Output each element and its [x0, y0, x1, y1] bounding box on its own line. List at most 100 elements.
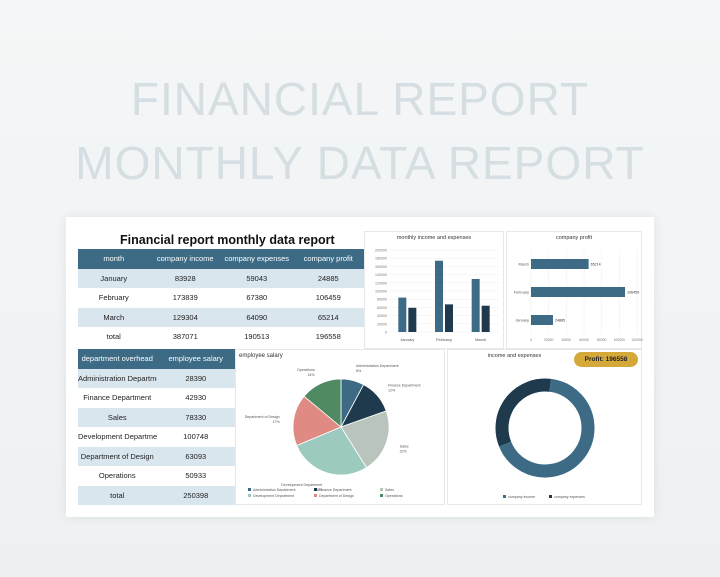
table-row: March 129304 64090 65214 — [78, 307, 364, 327]
table-header-row: department overhead employee salary — [78, 349, 235, 369]
y-tick-label: 100000 — [375, 290, 387, 294]
table-cell: 59043 — [221, 268, 293, 288]
bar — [481, 305, 490, 332]
data-label: 65214 — [591, 263, 601, 267]
employee-salary-chart-panel: employee salary Administration Departmen… — [235, 349, 445, 505]
table-cell: 173839 — [172, 293, 198, 303]
x-tick-label: 20000 — [544, 338, 554, 342]
column-header: company expenses — [221, 249, 293, 269]
legend-label: Finance Department — [319, 488, 352, 492]
pie-slice — [303, 378, 342, 428]
column-header: month — [78, 249, 150, 269]
table-cell: 106459 — [315, 293, 341, 303]
y-tick-label: January — [515, 319, 529, 323]
pie-slice — [340, 410, 390, 469]
table-cell: 78330 — [156, 407, 235, 427]
column-header: department overhead — [78, 349, 157, 369]
chart-title: monthly income and expenses — [396, 235, 472, 241]
table-cell: 190513 — [244, 332, 270, 342]
data-label: 106459 — [627, 291, 639, 295]
table-cell: 64090 — [221, 307, 293, 327]
monthly-data-table: month company income company expenses co… — [78, 249, 364, 347]
table-row: Operations 50933 — [78, 466, 235, 486]
x-tick-label: 40000 — [562, 338, 572, 342]
table-cell: January — [78, 268, 150, 288]
slice-label: Administration Department — [356, 364, 399, 368]
column-header: employee salary — [156, 349, 235, 369]
x-tick-label: 100000 — [614, 338, 625, 342]
hero-title: FINANCIAL REPORT MONTHLY DATA REPORT — [0, 70, 720, 192]
company-profit-bar-chart: 0 20000 40000 60000 80000 100000 120000 March 65… — [514, 250, 643, 342]
slice-label: Development Department — [281, 483, 322, 487]
y-tick-label: 20000 — [377, 322, 387, 326]
slice-percent-label: 22% — [400, 449, 408, 453]
slice-percent-label: 28% — [315, 488, 323, 492]
table-cell: total — [78, 485, 157, 505]
column-header: company income — [149, 249, 221, 269]
y-tick-label: 80000 — [377, 298, 387, 302]
legend-swatch — [248, 488, 251, 491]
company-profit-chart-panel: company profit 0 20000 40000 60000 80000 1000… — [506, 231, 643, 349]
legend-label: Administration Department — [253, 488, 296, 492]
table-cell: 387071 — [172, 332, 198, 342]
slice-percent-label: 12% — [388, 389, 396, 393]
x-tick-label: 80000 — [597, 338, 607, 342]
chart-title: company profit — [555, 235, 593, 241]
legend-label: Operations — [385, 494, 403, 498]
y-tick-label: 120000 — [375, 281, 387, 285]
table-cell: Development Department — [78, 432, 157, 442]
table-header-row: month company income company expenses co… — [78, 249, 364, 269]
bar — [531, 287, 626, 297]
table-row: Finance Department 42930 — [78, 388, 235, 408]
table-cell: 24885 — [292, 268, 364, 288]
table-cell: 100748 — [183, 432, 209, 442]
y-tick-label: March — [518, 263, 529, 267]
legend-swatch — [549, 495, 552, 498]
y-tick-label: 160000 — [375, 265, 387, 269]
table-row: total 250398 — [78, 485, 235, 505]
column-header: company profit — [292, 249, 364, 269]
legend-label: company income — [508, 495, 535, 499]
chart-title: employee salary — [239, 353, 283, 359]
x-tick-label: 0 — [530, 338, 532, 342]
income-expenses-donut-panel: income and expenses company income compan… — [447, 349, 642, 505]
slice-percent-label: 17% — [272, 420, 280, 424]
pie-slice — [292, 395, 342, 447]
income-expenses-donut-chart: company income company expenses — [495, 378, 595, 499]
hero-title-line1: FINANCIAL REPORT — [130, 73, 590, 125]
data-label: 24885 — [555, 319, 565, 323]
profit-badge: Profit: 196558 — [574, 352, 638, 367]
table-row: Sales 78330 — [78, 407, 235, 427]
table-row: Department of Design 63093 — [78, 446, 235, 466]
table-cell: 28390 — [156, 368, 235, 388]
table-cell: Sales — [78, 407, 157, 427]
legend-label: Development Department — [253, 494, 294, 498]
table-cell: 63093 — [156, 446, 235, 466]
legend-swatch — [314, 488, 317, 491]
y-tick-label: 200000 — [375, 249, 387, 253]
department-salary-table: department overhead employee salary Admi… — [78, 349, 235, 505]
table-cell: 196558 — [315, 332, 341, 342]
x-tick-label: 60000 — [579, 338, 589, 342]
bar — [531, 315, 553, 325]
donut-segment — [499, 378, 595, 478]
donut-segment — [495, 378, 551, 447]
table-cell: 250398 — [156, 485, 235, 505]
income-expenses-chart-panel: monthly income and expenses 0 20000 40000 6… — [364, 231, 504, 349]
legend-swatch — [380, 488, 383, 491]
slice-label: Sales — [400, 444, 409, 448]
y-tick-label: 140000 — [375, 273, 387, 277]
pie-slice — [296, 426, 368, 476]
y-tick-label: 60000 — [377, 306, 387, 310]
table-row: Administration Department 28390 — [78, 368, 235, 388]
table-cell: 50933 — [185, 471, 207, 481]
y-tick-label: 180000 — [375, 257, 387, 261]
legend-label: company expenses — [554, 495, 585, 499]
bar — [471, 278, 480, 332]
slice-label: Department of Design — [245, 415, 280, 419]
table-cell: 129304 — [149, 307, 221, 327]
bar — [398, 297, 407, 332]
slice-label: Finance Department — [388, 384, 421, 388]
y-tick-label: February — [514, 291, 529, 295]
